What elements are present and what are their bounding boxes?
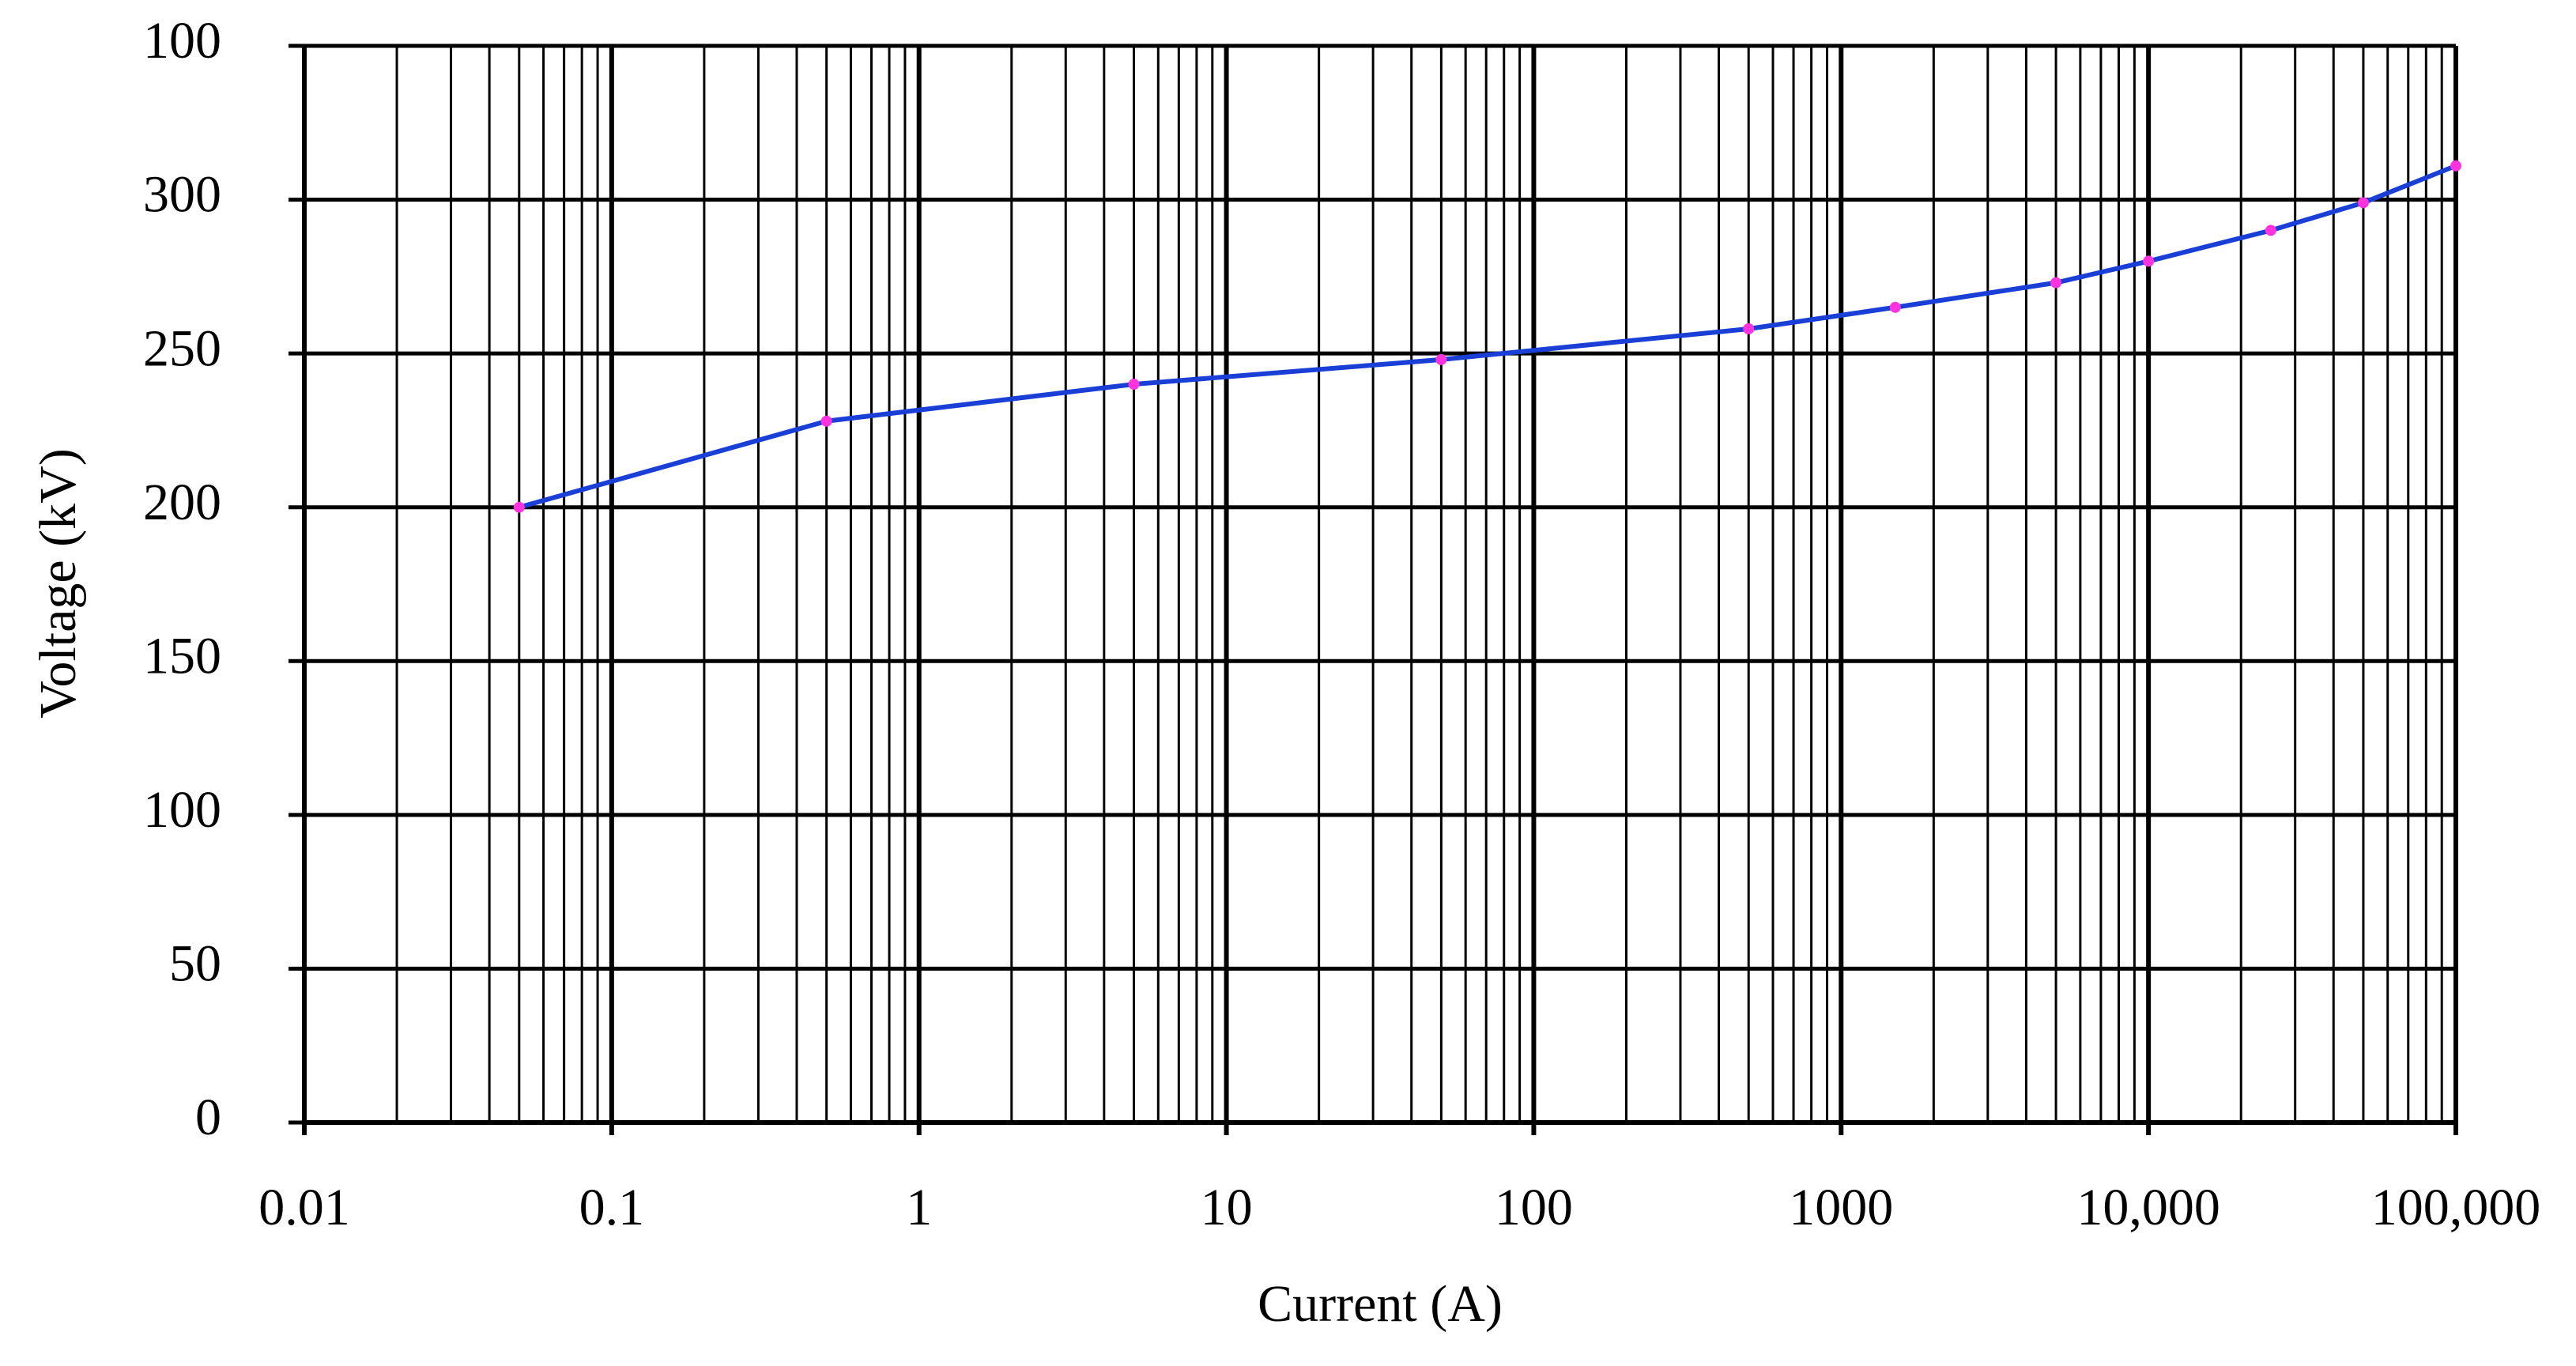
y-tick-label: 250 (143, 319, 221, 377)
y-tick-label: 0 (195, 1089, 221, 1146)
point (1889, 301, 1901, 313)
point (2265, 225, 2276, 236)
point (513, 501, 525, 513)
point (2050, 277, 2062, 289)
point (2143, 255, 2155, 267)
x-tick-label: 10 (1201, 1179, 1253, 1236)
x-tick-label: 0.01 (258, 1179, 350, 1236)
y-tick-label: 300 (143, 166, 221, 224)
y-axis-title: Voltage (kV) (29, 448, 87, 719)
point (820, 415, 832, 427)
point (1128, 379, 1140, 391)
x-tick-label: 1000 (1789, 1179, 1893, 1236)
y-tick-label: 150 (143, 627, 221, 685)
y-tick-label: 100 (143, 781, 221, 839)
point (2357, 197, 2369, 209)
y-tick-label: 100 (143, 12, 221, 70)
x-tick-label: 0.1 (579, 1179, 645, 1236)
x-tick-label: 1 (906, 1179, 932, 1236)
point (1435, 353, 1447, 365)
x-tick-label: 10,000 (2076, 1179, 2220, 1236)
x-tick-label: 100,000 (2371, 1179, 2541, 1236)
x-axis-title: Current (A) (1258, 1275, 1503, 1333)
x-tick-label: 100 (1495, 1179, 1573, 1236)
point (1743, 323, 1755, 335)
y-tick-label: 50 (169, 935, 221, 993)
point (2450, 160, 2461, 172)
line (518, 163, 2457, 510)
y-tick-label: 200 (143, 474, 221, 531)
